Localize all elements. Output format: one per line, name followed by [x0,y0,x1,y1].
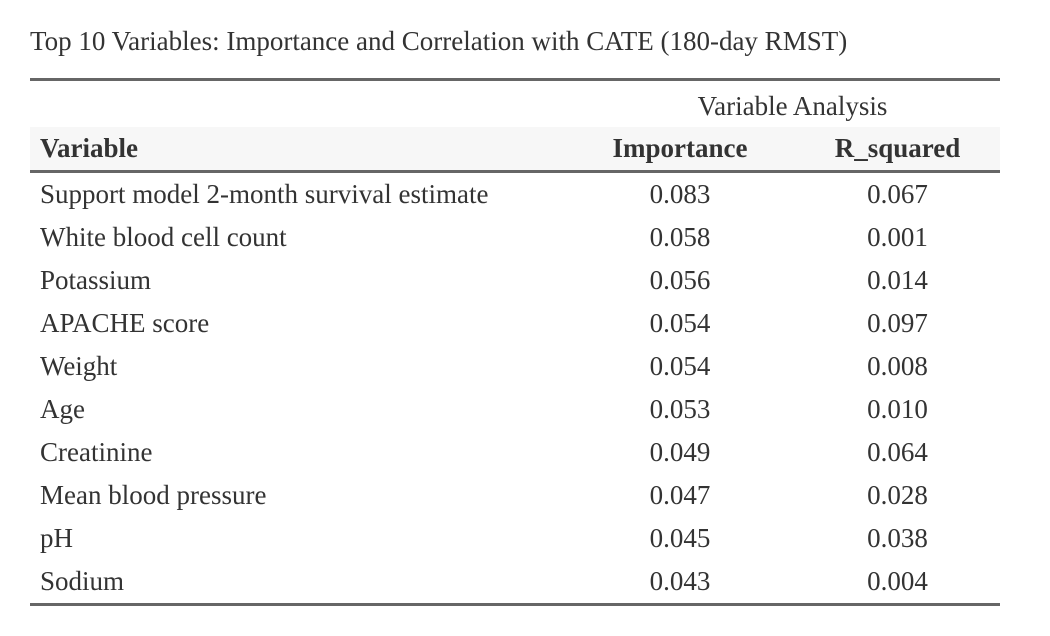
cell-r-squared: 0.067 [867,179,928,209]
table-row: Mean blood pressure 0.047 0.028 [30,474,1000,517]
cell-r-squared: 0.097 [867,308,928,338]
table-row: Age 0.053 0.010 [30,388,1000,431]
bottom-rule [30,603,1000,606]
cell-r-squared: 0.038 [867,523,928,553]
header-rule [30,170,1000,173]
cell-variable: Creatinine [40,437,153,467]
cell-r-squared: 0.008 [867,351,928,381]
cell-importance: 0.056 [649,265,711,295]
table-row: Sodium 0.043 0.004 [30,560,1000,603]
cell-importance: 0.043 [649,566,711,596]
cell-variable: APACHE score [40,308,210,338]
table-row: Weight 0.054 0.008 [30,345,1000,388]
column-header-importance: Importance [612,133,748,163]
table-row: APACHE score 0.054 0.097 [30,302,1000,345]
cell-variable: Mean blood pressure [40,480,267,510]
column-header-r-squared: R_squared [834,133,961,163]
variable-table: Variable Analysis Variable Importance R_… [30,78,1000,606]
cell-variable: Support model 2-month survival estimate [40,179,489,209]
table-body: Support model 2-month survival estimate … [30,173,1000,603]
cell-importance: 0.047 [649,480,711,510]
cell-variable: White blood cell count [40,222,287,252]
cell-variable: Sodium [40,566,125,596]
cell-variable: Potassium [40,265,152,295]
table-row: Support model 2-month survival estimate … [30,173,1000,216]
cell-importance: 0.083 [649,179,711,209]
table-row: Creatinine 0.049 0.064 [30,431,1000,474]
cell-r-squared: 0.004 [867,566,928,596]
cell-importance: 0.053 [649,394,711,424]
cell-importance: 0.054 [649,351,711,381]
cell-r-squared: 0.001 [867,222,928,252]
cell-r-squared: 0.010 [867,394,928,424]
cell-importance: 0.045 [649,523,711,553]
header-row: Variable Importance R_squared [30,127,1000,170]
spanner-label: Variable Analysis [697,91,888,121]
cell-importance: 0.049 [649,437,711,467]
table-title: Top 10 Variables: Importance and Correla… [30,26,848,56]
cell-r-squared: 0.064 [867,437,928,467]
cell-r-squared: 0.014 [867,265,928,295]
table-row: Potassium 0.056 0.014 [30,259,1000,302]
table-row: pH 0.045 0.038 [30,517,1000,560]
top-rule [30,78,1000,81]
cell-variable: Weight [40,351,118,381]
cell-variable: Age [40,394,85,424]
table-row: White blood cell count 0.058 0.001 [30,216,1000,259]
cell-variable: pH [40,523,73,553]
cell-importance: 0.054 [649,308,711,338]
cell-r-squared: 0.028 [867,480,928,510]
spanner-row: Variable Analysis [30,81,1000,127]
cell-importance: 0.058 [649,222,711,252]
column-header-variable: Variable [40,133,139,163]
